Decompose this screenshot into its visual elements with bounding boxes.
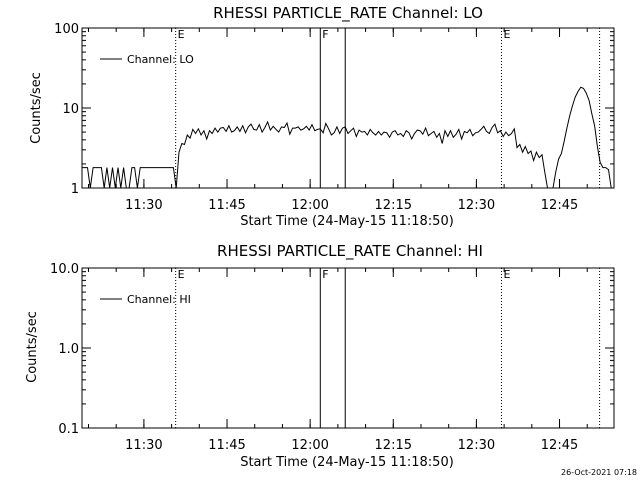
- lo-event-marker-label: F: [322, 28, 328, 41]
- lo-event-marker-label: E: [504, 28, 511, 41]
- hi-x-tick-label: 12:45: [541, 438, 578, 453]
- lo-event-marker-label: E: [178, 28, 185, 41]
- hi-event-marker-label: E: [504, 268, 511, 281]
- lo-y-tick-label: 100: [54, 22, 79, 37]
- hi-x-tick-label: 12:30: [458, 438, 495, 453]
- hi-event-marker-label: E: [178, 268, 185, 281]
- lo-x-tick-label: 12:45: [541, 198, 578, 213]
- hi-x-tick-label: 11:30: [125, 438, 162, 453]
- hi-y-axis-label: Counts/sec: [25, 311, 40, 383]
- lo-x-tick-label: 11:30: [125, 198, 162, 213]
- hi-y-tick-label: 10.0: [50, 262, 79, 277]
- lo-plot-frame: [81, 27, 615, 189]
- lo-x-tick-label: 12:30: [458, 198, 495, 213]
- hi-y-tick-label: 1.0: [58, 342, 79, 357]
- lo-x-tick-label: 11:45: [208, 198, 245, 213]
- lo-x-axis-label: Start Time (24-May-15 11:18:50): [240, 214, 454, 229]
- lo-channel-panel: RHESSI PARTICLE_RATE Channel: LO Counts/…: [29, 4, 615, 229]
- hi-plot-frame: [81, 267, 615, 429]
- lo-series-line: [82, 86, 614, 189]
- hi-x-tick-label: 12:15: [375, 438, 412, 453]
- hi-chart-title: RHESSI PARTICLE_RATE Channel: HI: [217, 242, 483, 261]
- footer-timestamp: 26-Oct-2021 07:18: [561, 468, 637, 477]
- lo-chart-title: RHESSI PARTICLE_RATE Channel: LO: [213, 4, 483, 23]
- hi-y-tick-label: 0.1: [58, 422, 79, 437]
- hi-x-tick-label: 12:00: [291, 438, 328, 453]
- lo-x-tick-label: 12:15: [375, 198, 412, 213]
- lo-y-tick-label: 10: [62, 102, 79, 117]
- lo-x-tick-label: 12:00: [291, 198, 328, 213]
- hi-x-tick-label: 11:45: [208, 438, 245, 453]
- hi-event-marker-label: F: [322, 268, 328, 281]
- hi-legend-label: Channel: HI: [127, 293, 191, 306]
- lo-y-axis-label: Counts/sec: [29, 72, 44, 144]
- lo-legend-label: Channel: LO: [127, 53, 194, 66]
- lo-y-tick-label: 1: [71, 182, 79, 197]
- hi-x-axis-label: Start Time (24-May-15 11:18:50): [240, 455, 454, 470]
- hi-channel-panel: RHESSI PARTICLE_RATE Channel: HI Counts/…: [25, 242, 615, 470]
